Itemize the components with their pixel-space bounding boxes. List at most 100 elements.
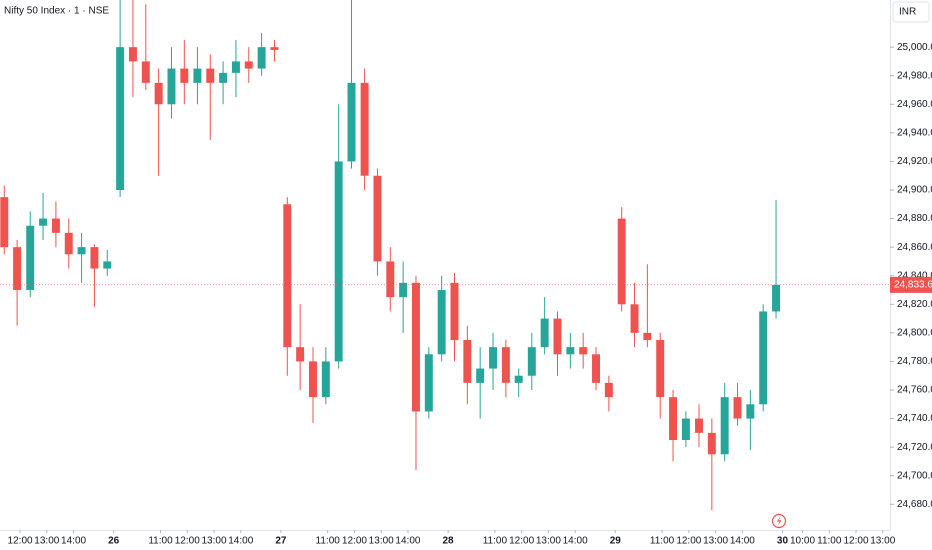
candle-body — [39, 218, 48, 226]
candle-body — [746, 404, 755, 419]
candle-body — [13, 247, 22, 290]
candle-body — [630, 304, 639, 333]
x-tick-label: 12:00 — [676, 536, 701, 547]
x-tick-label: 12:00 — [8, 536, 33, 547]
candle-body — [437, 290, 446, 355]
x-tick-label: 13:00 — [34, 536, 59, 547]
y-tick-label: 24,720.00 — [897, 442, 932, 453]
candle-body — [167, 68, 176, 105]
candle-body — [103, 261, 112, 269]
x-tick-label: 12:00 — [175, 536, 200, 547]
x-tick-label: 11:00 — [483, 536, 508, 547]
candle-body — [128, 47, 137, 62]
candle-body — [116, 47, 125, 191]
candle-body — [424, 354, 433, 412]
candle-body — [772, 284, 781, 312]
chart-title: Nifty 50 Index · 1 · NSE — [4, 6, 109, 17]
alert-icon[interactable] — [771, 513, 787, 529]
x-tick-label: 14:00 — [730, 536, 755, 547]
currency-label[interactable]: INR — [899, 7, 916, 18]
candle-body — [180, 68, 189, 83]
x-tick-label: 10:00 — [790, 536, 815, 547]
candle-body — [206, 68, 215, 83]
x-tick-label: 14:00 — [563, 536, 588, 547]
candle-body — [219, 72, 228, 83]
x-tick-label: 28 — [443, 536, 455, 547]
candle-body — [733, 397, 742, 419]
last-price-label: 24,833.60 — [894, 279, 932, 290]
y-tick-label: 24,780.00 — [897, 356, 932, 367]
plot-area — [0, 0, 781, 510]
y-tick-label: 24,920.00 — [897, 156, 932, 167]
candle-body — [77, 247, 86, 255]
y-tick-label: 24,700.00 — [897, 470, 932, 481]
alert-bolt[interactable] — [777, 516, 782, 526]
candle-body — [617, 218, 626, 305]
candle-body — [553, 318, 562, 355]
candle-body — [759, 311, 768, 405]
y-tick-label: 24,800.00 — [897, 327, 932, 338]
candle-body — [681, 418, 690, 440]
candle-body — [643, 332, 652, 340]
x-tick-label: 30 — [777, 536, 789, 547]
y-tick-label: 24,980.00 — [897, 70, 932, 81]
candle-body — [257, 47, 266, 69]
candle-body — [296, 347, 305, 362]
x-tick-label: 14:00 — [228, 536, 253, 547]
candle-body — [463, 340, 472, 383]
candle-body — [592, 354, 600, 383]
candle-body — [64, 232, 73, 255]
y-tick-label: 24,900.00 — [897, 185, 932, 196]
x-tick-label: 13:00 — [536, 536, 561, 547]
candle-body — [283, 204, 292, 348]
candle-body — [476, 368, 485, 383]
currency-button[interactable] — [892, 1, 930, 23]
candle-body — [244, 61, 253, 69]
y-tick-label: 24,840.00 — [897, 270, 932, 281]
x-tick-label: 14:00 — [61, 536, 86, 547]
x-tick-label: 13:00 — [703, 536, 728, 547]
candle-body — [347, 82, 356, 162]
candle-body — [566, 347, 575, 355]
candle-body — [309, 361, 317, 398]
y-tick-label: 24,760.00 — [897, 385, 932, 396]
candle-body — [51, 218, 60, 233]
candle-body — [26, 225, 35, 290]
candle-body — [501, 347, 510, 383]
y-tick-label: 24,820.00 — [897, 299, 932, 310]
candle-body — [514, 375, 523, 383]
candle-body — [720, 397, 729, 455]
candle-body — [141, 61, 150, 83]
y-tick-label: 25,000.00 — [897, 42, 932, 53]
candle-body — [360, 82, 369, 176]
candle-body — [540, 318, 549, 348]
candle-body — [373, 175, 382, 262]
x-tick-label: 13:00 — [369, 536, 394, 547]
x-tick-label: 12:00 — [509, 536, 534, 547]
y-tick-label: 24,940.00 — [897, 127, 932, 138]
candle-body — [450, 282, 459, 340]
candle-body — [489, 347, 497, 369]
candle-body — [669, 397, 678, 440]
candle-body — [270, 47, 279, 50]
x-tick-label: 29 — [610, 536, 622, 547]
x-tick-label: 13:00 — [870, 536, 895, 547]
y-tick-label: 24,960.00 — [897, 99, 932, 110]
x-tick-label: 11:00 — [817, 536, 842, 547]
candle-body — [527, 347, 536, 376]
candle-body — [0, 197, 9, 248]
candle-body — [321, 361, 330, 398]
x-tick-label: 26 — [108, 536, 120, 547]
candle-body — [707, 432, 716, 455]
y-tick-label: 24,740.00 — [897, 413, 932, 424]
x-tick-label: 11:00 — [316, 536, 341, 547]
candle-body — [193, 68, 202, 83]
candle-body — [579, 347, 588, 355]
candle-body — [604, 382, 613, 398]
y-tick-label: 24,860.00 — [897, 242, 932, 253]
candle-body — [90, 247, 99, 269]
last-price-box — [890, 276, 932, 293]
candle-body — [386, 261, 395, 298]
